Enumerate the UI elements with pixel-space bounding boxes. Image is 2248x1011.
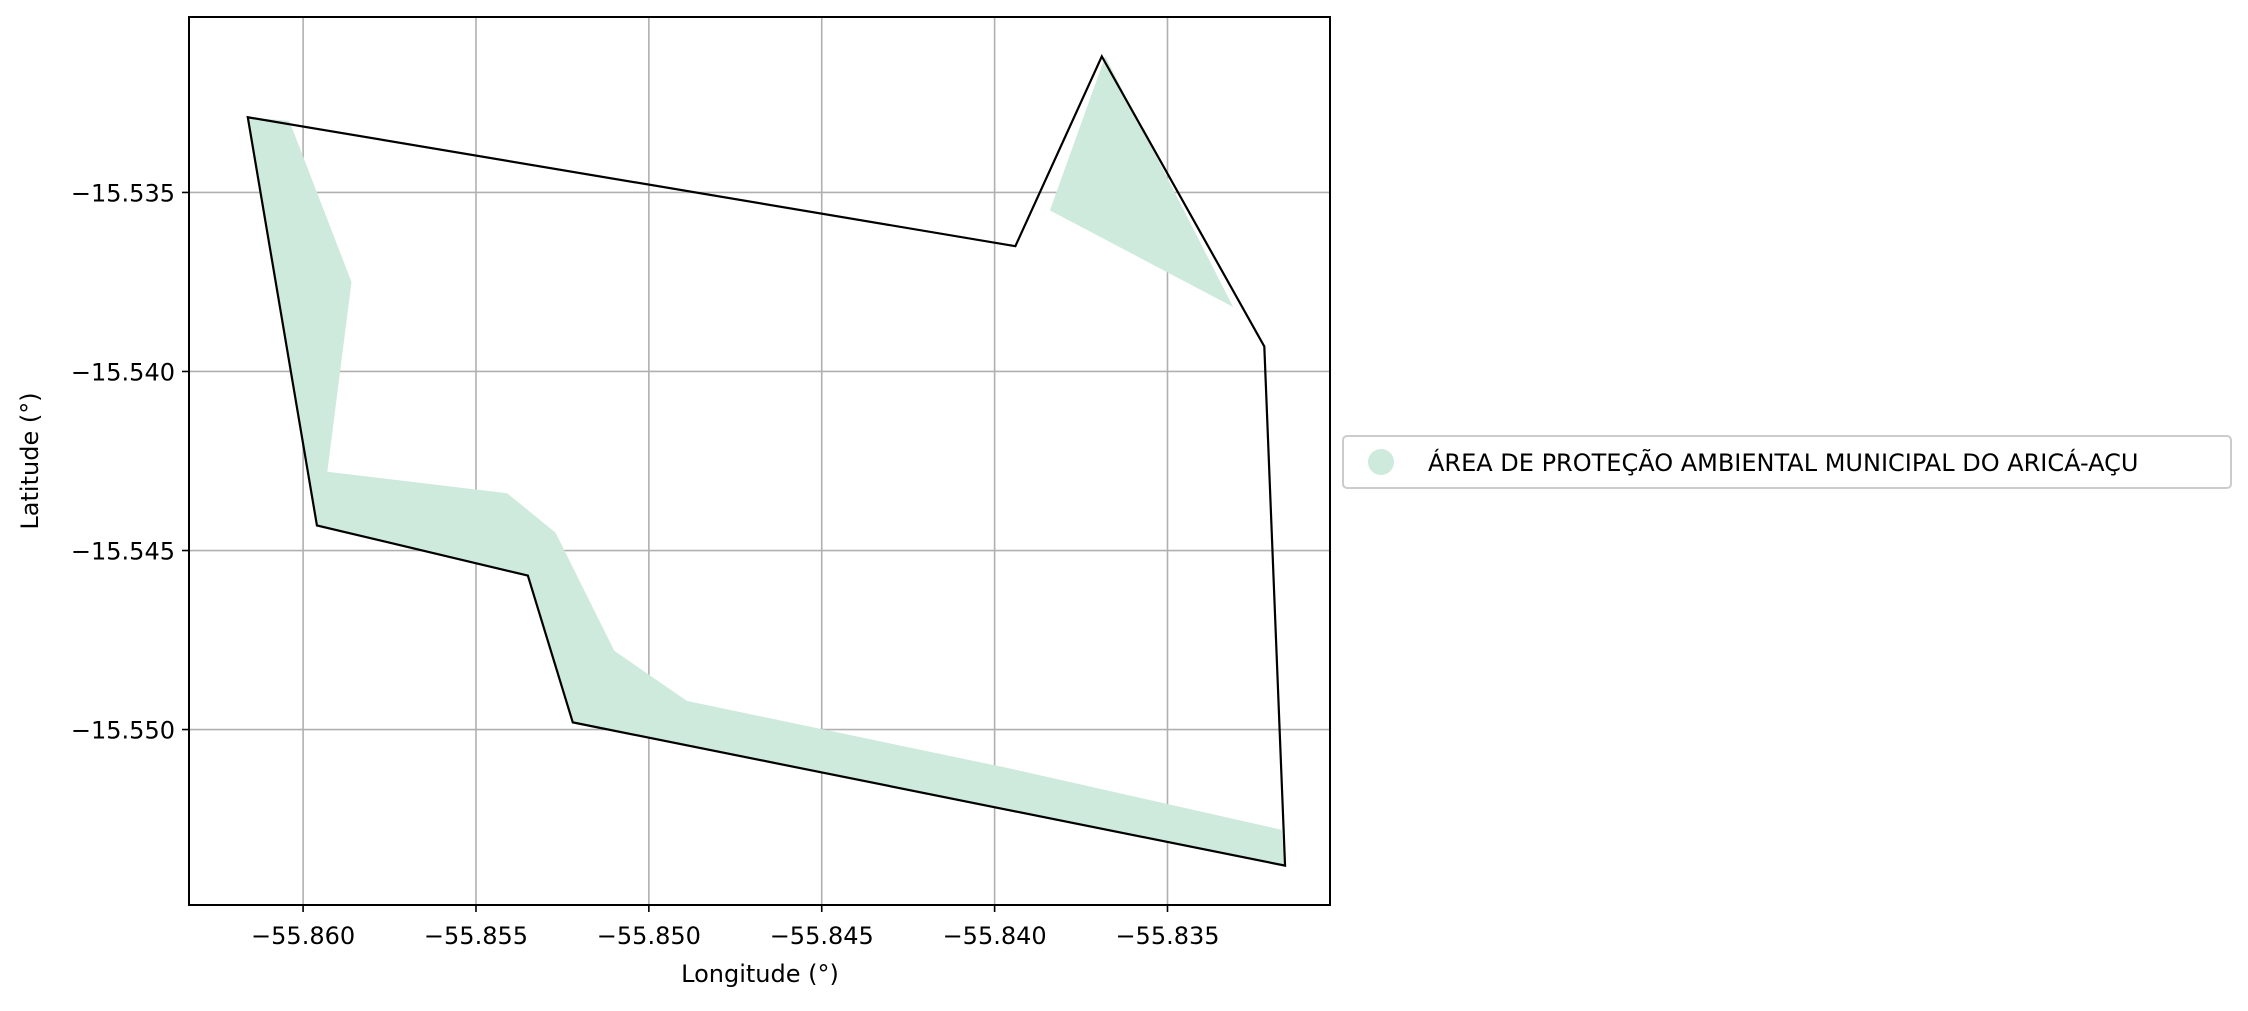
y-axis-ticks: −15.535 −15.540 −15.545 −15.550 <box>71 179 189 745</box>
legend-box <box>1342 435 2232 489</box>
y-axis-label: Latitude (°) <box>16 392 44 529</box>
y-tick-label: −15.550 <box>71 717 175 745</box>
x-tick-label: −55.835 <box>1115 922 1219 950</box>
plot-frame <box>188 16 1331 906</box>
legend: ÁREA DE PROTEÇÃO AMBIENTAL MUNICIPAL DO … <box>1342 435 2232 489</box>
x-tick-label: −55.860 <box>251 922 355 950</box>
y-tick-label: −15.545 <box>71 538 175 566</box>
x-axis-ticks: −55.860 −55.855 −55.850 −55.845 −55.840 −55.8… <box>251 905 1220 950</box>
legend-marker <box>1368 449 1394 475</box>
y-tick-label: −15.540 <box>71 358 175 386</box>
x-tick-label: −55.845 <box>770 922 874 950</box>
protected-area-polygon <box>247 117 1286 866</box>
y-tick-label: −15.535 <box>71 179 175 207</box>
protected-area-polygon <box>1049 56 1234 308</box>
x-tick-label: −55.855 <box>424 922 528 950</box>
legend-label: ÁREA DE PROTEÇÃO AMBIENTAL MUNICIPAL DO … <box>1428 447 2138 477</box>
x-axis-label: Longitude (°) <box>681 960 839 988</box>
boundary-outline <box>246 53 1287 867</box>
map-layers <box>246 53 1287 867</box>
grid-lines <box>189 17 1330 905</box>
x-tick-label: −55.840 <box>943 922 1047 950</box>
x-tick-label: −55.850 <box>597 922 701 950</box>
